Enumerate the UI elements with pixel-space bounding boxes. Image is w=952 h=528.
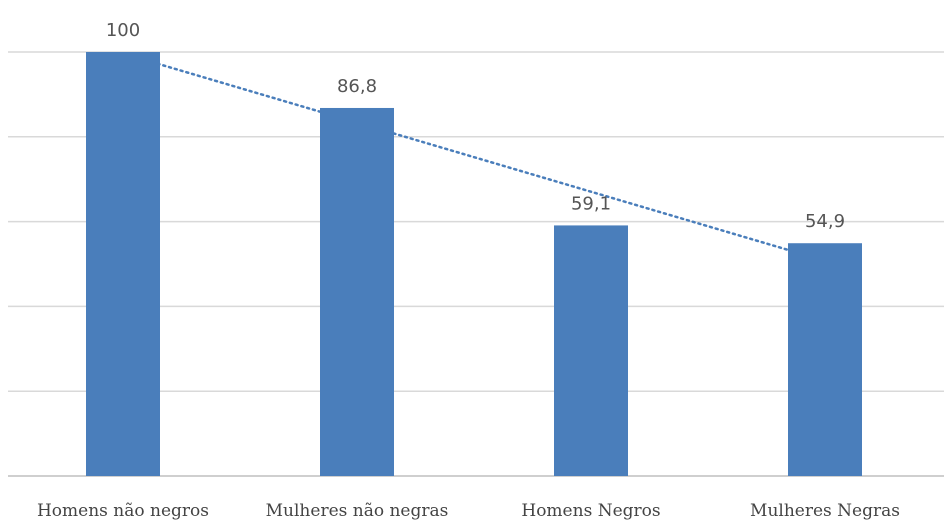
bars: [86, 52, 862, 476]
bar: [86, 52, 160, 476]
data-label: 54,9: [805, 211, 845, 232]
category-label: Mulheres não negras: [266, 501, 449, 521]
data-label: 100: [106, 20, 140, 41]
category-label: Mulheres Negras: [750, 501, 900, 521]
data-label: 86,8: [337, 76, 377, 97]
bar: [320, 107, 394, 476]
data-label: 59,1: [571, 193, 611, 214]
category-label: Homens Negros: [521, 501, 660, 521]
trendline: [121, 52, 827, 263]
category-labels: Homens não negros Mulheres não negras Home…: [37, 501, 900, 521]
category-label: Homens não negros: [37, 501, 209, 521]
data-labels: 100 86,8 59,1 54,9: [106, 20, 845, 232]
bar: [554, 225, 628, 476]
trendline-group: [121, 52, 827, 263]
bar: [788, 243, 862, 476]
